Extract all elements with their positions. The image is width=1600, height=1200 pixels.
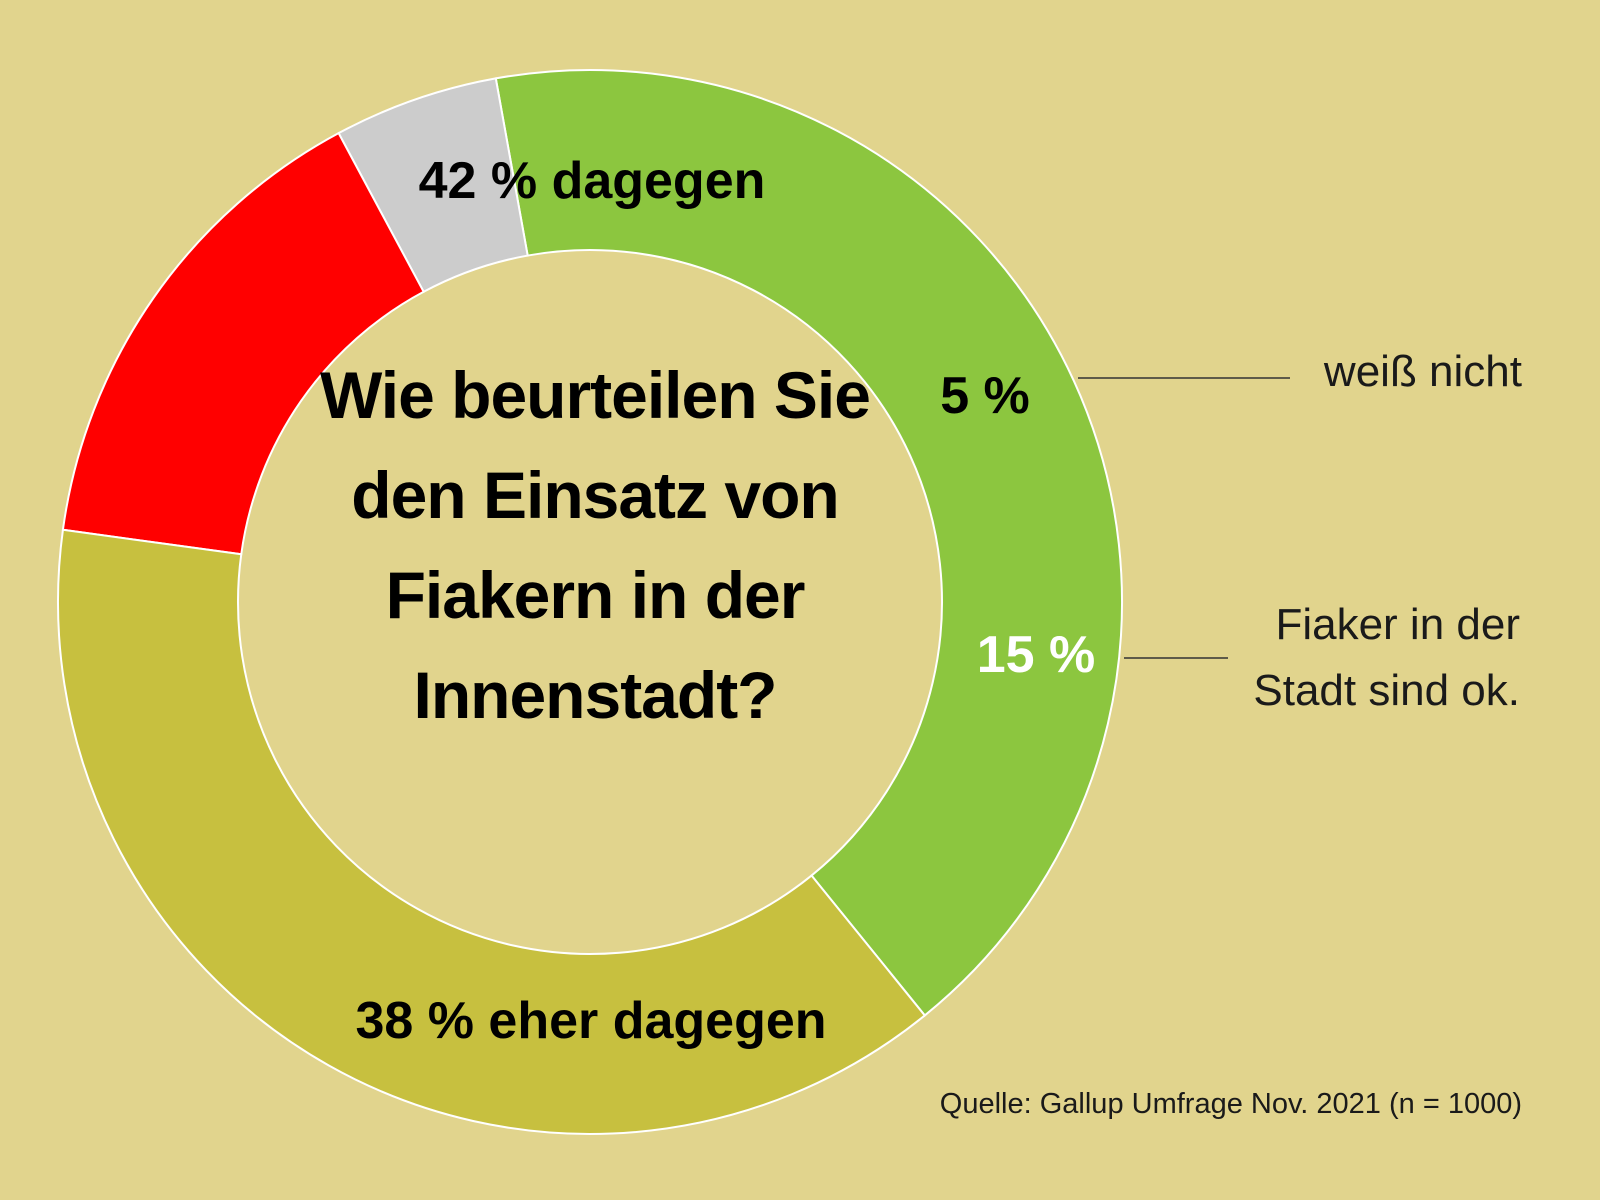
callout-ok: Fiaker in der Stadt sind ok.: [1190, 592, 1520, 724]
segment-label-2: 15 %: [977, 626, 1096, 684]
donut-segment-0: [494, 69, 1123, 1017]
donut-segment-2: [61, 131, 426, 556]
segment-label-0: 42 % dagegen: [419, 152, 766, 210]
donut-segment-3: [57, 528, 927, 1135]
center-question: Wie beurteilen Sie den Einsatz von Fiake…: [320, 358, 871, 732]
callout-ok-line2: Stadt sind ok.: [1253, 666, 1520, 715]
segment-label-3: 38 % eher dagegen: [355, 992, 826, 1050]
segment-label-1: 5 %: [940, 367, 1030, 425]
source-note: Quelle: Gallup Umfrage Nov. 2021 (n = 10…: [939, 1088, 1522, 1120]
callout-ok-line1: Fiaker in der: [1275, 600, 1520, 649]
callout-dont-know: weiß nicht: [1323, 347, 1522, 396]
